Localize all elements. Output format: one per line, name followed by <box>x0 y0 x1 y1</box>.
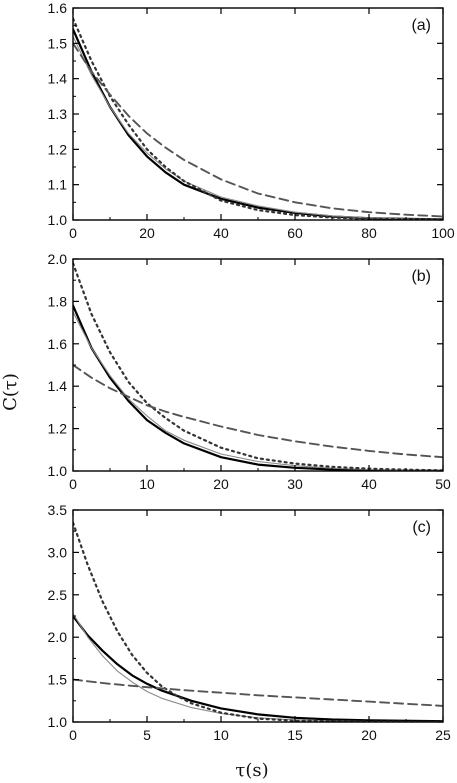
y-tick-label: 1.4 <box>48 71 68 87</box>
x-tick-label: 20 <box>139 225 155 241</box>
y-tick-label: 1.6 <box>48 0 68 16</box>
plot-frame <box>72 258 444 472</box>
x-tick-label: 25 <box>435 727 451 743</box>
series-group <box>73 17 443 220</box>
y-tick-label: 3.0 <box>48 544 68 560</box>
x-axis-title: τ(s) <box>235 760 268 781</box>
series-group <box>73 521 443 722</box>
x-tick-label: 0 <box>69 225 77 241</box>
x-tick-label: 10 <box>213 727 229 743</box>
panel-b: 0 10 20 30 40 50 1.0 1.2 1.4 1.6 1.8 2.0 (b) <box>48 251 451 492</box>
x-tick-label: 40 <box>213 225 229 241</box>
x-tick-label: 50 <box>435 476 451 492</box>
panel-label: (b) <box>411 268 431 285</box>
panel-c: 0 5 10 15 20 25 1.0 1.5 2.0 2.5 3.0 3.5 (c) <box>48 502 451 743</box>
series-line-dashed <box>73 364 443 459</box>
y-tick-label: 1.3 <box>48 106 68 122</box>
y-tick-label: 1.8 <box>48 293 68 309</box>
series-line-dotted <box>73 17 443 220</box>
x-tick-label: 20 <box>213 476 229 492</box>
y-tick-label: 2.0 <box>48 251 68 267</box>
x-tick-label: 0 <box>69 476 77 492</box>
x-tick-label: 30 <box>287 476 303 492</box>
series-line-solid-thin <box>73 311 443 471</box>
y-tick-label: 1.1 <box>48 177 68 193</box>
y-tick-label: 1.6 <box>48 336 68 352</box>
x-tick-label: 0 <box>69 727 77 743</box>
plot-frame <box>72 7 444 221</box>
series-line-solid-thin <box>73 35 443 220</box>
y-axis-title: C(τ) <box>0 373 21 411</box>
panel-a: 0 20 40 60 80 100 1.0 1.1 1.2 1.3 1.4 1.5 1.6 (a) <box>48 0 455 241</box>
plot-frame <box>72 509 444 723</box>
x-tick-label: 5 <box>143 727 151 743</box>
panel-label: (c) <box>412 519 431 536</box>
x-tick-label: 80 <box>361 225 377 241</box>
series-line-dashed <box>73 678 443 707</box>
y-tick-label: 1.0 <box>48 714 68 730</box>
series-line-dashed <box>73 42 443 218</box>
y-tick-label: 1.5 <box>48 35 68 51</box>
y-tick-label: 3.5 <box>48 502 68 518</box>
series-line-dotted <box>73 521 443 722</box>
x-tick-label: 15 <box>287 727 303 743</box>
panel-label: (a) <box>411 17 431 34</box>
y-tick-label: 1.2 <box>48 421 68 437</box>
y-tick-label: 1.0 <box>48 212 68 228</box>
series-line-dotted <box>73 262 443 471</box>
y-tick-label: 1.0 <box>48 463 68 479</box>
y-tick-label: 2.5 <box>48 587 68 603</box>
y-tick-label: 1.5 <box>48 672 68 688</box>
series-group <box>73 262 443 471</box>
series-line-solid-thick <box>73 614 443 722</box>
x-tick-label: 60 <box>287 225 303 241</box>
y-tick-label: 2.0 <box>48 629 68 645</box>
x-tick-label: 10 <box>139 476 155 492</box>
x-tick-label: 40 <box>361 476 377 492</box>
x-tick-label: 20 <box>361 727 377 743</box>
series-line-solid-thin <box>73 612 443 722</box>
series-line-solid-thick <box>73 304 443 471</box>
y-tick-label: 1.2 <box>48 141 68 157</box>
y-tick-label: 1.4 <box>48 378 68 394</box>
x-tick-label: 100 <box>431 225 455 241</box>
